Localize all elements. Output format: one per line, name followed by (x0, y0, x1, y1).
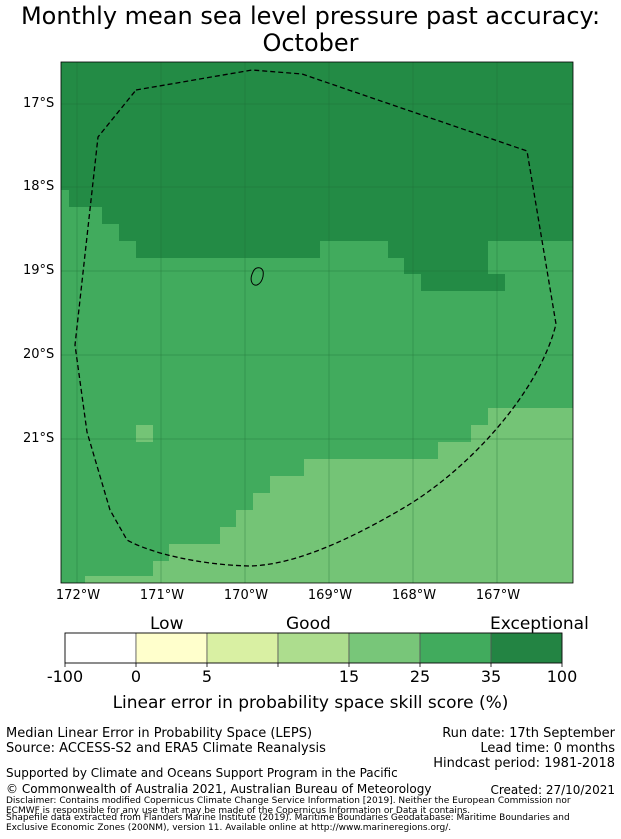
colorbar-tick: 5 (201, 667, 213, 686)
disclaimer-text: Disclaimer: Contains modified Copernicus… (6, 796, 571, 816)
lon-label-172w: 172°W (55, 588, 101, 603)
colorbar-tick: 0 (130, 667, 142, 686)
exceptional-region (61, 62, 573, 291)
support-text: Supported by Climate and Oceans Support … (6, 766, 398, 780)
copyright-text: © Commonwealth of Australia 2021, Austra… (6, 782, 432, 796)
lon-label-170w: 170°W (223, 588, 269, 603)
run-date-text: Run date: 17th September (442, 726, 615, 741)
lon-label-169w: 169°W (307, 588, 353, 603)
hindcast-text: Hindcast period: 1981-2018 (433, 756, 615, 771)
colorbar-tick: 15 (338, 667, 360, 686)
colorbar-label: Linear error in probability space skill … (112, 693, 509, 713)
colorbar-tick: -100 (46, 667, 84, 686)
lat-label-21s: 21°S (23, 431, 55, 446)
legend-category-low: Low (150, 614, 184, 634)
colorbar-tick: 25 (409, 667, 431, 686)
map-title-line1: Monthly mean sea level pressure past acc… (20, 2, 601, 30)
lon-label-171w: 171°W (139, 588, 185, 603)
colorbar-ticks (64, 663, 563, 667)
eez-boundary (74, 69, 557, 567)
good-cell (136, 425, 153, 442)
map-title-line2: October (262, 29, 359, 57)
colorbar (64, 632, 563, 664)
source-text: Source: ACCESS-S2 and ERA5 Climate Reana… (6, 741, 326, 756)
shapefile-text: Shapefile data extracted from Flanders M… (6, 813, 570, 833)
lat-label-17s: 17°S (23, 96, 55, 111)
lon-label-168w: 168°W (391, 588, 437, 603)
lead-time-text: Lead time: 0 months (480, 741, 615, 756)
island-outline (250, 267, 264, 286)
method-text: Median Linear Error in Probability Space… (6, 726, 313, 741)
legend-category-exceptional: Exceptional (490, 614, 589, 634)
legend-category-good: Good (286, 614, 331, 634)
lat-label-20s: 20°S (23, 347, 55, 362)
created-text: Created: 27/10/2021 (490, 783, 615, 797)
map-frame (60, 61, 574, 584)
lat-label-19s: 19°S (23, 263, 55, 278)
lon-label-167w: 167°W (475, 588, 521, 603)
colorbar-tick: 100 (546, 667, 578, 686)
colorbar-tick: 35 (480, 667, 502, 686)
lat-label-18s: 18°S (23, 179, 55, 194)
